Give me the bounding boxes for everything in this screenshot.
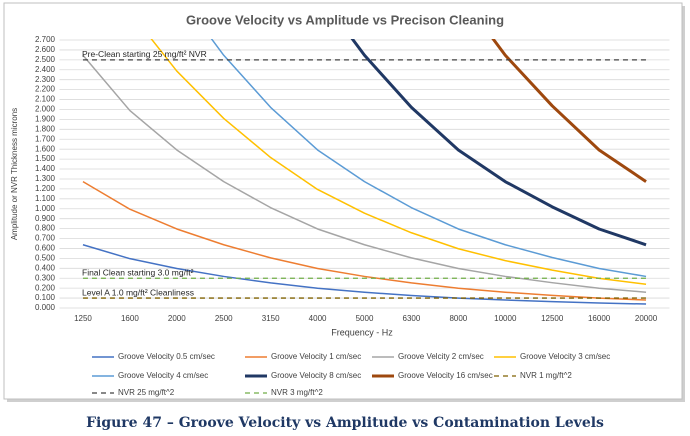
series-line (82, 244, 647, 305)
plot-area (82, 39, 647, 305)
y-tick-label: 2.300 (35, 75, 56, 84)
y-tick-label: 1.200 (35, 184, 56, 193)
legend-label: Groove Velocity 8 cm/sec (271, 371, 361, 380)
y-tick-label: 0.900 (35, 214, 56, 223)
x-tick-label: 3150 (262, 314, 280, 323)
y-tick-label: 1.300 (35, 174, 56, 183)
series-line (350, 39, 647, 247)
annotation: Final Clean starting 3.0 mg/ft² (82, 267, 194, 277)
y-tick-label: 1.900 (35, 115, 56, 124)
x-axis-title: Frequency - Hz (331, 327, 393, 337)
legend-label: NVR 25 mg/ft^2 (118, 388, 175, 397)
series-line (491, 39, 647, 183)
x-tick-label: 5000 (356, 314, 374, 323)
y-tick-label: 2.500 (35, 55, 56, 64)
y-tick-label: 1.700 (35, 134, 56, 143)
y-tick-label: 0.600 (35, 244, 56, 253)
legend-label: NVR 3 mg/ft^2 (271, 388, 323, 397)
y-tick-label: 1.100 (35, 194, 56, 203)
legend-label: Groove Velcity 2 cm/sec (398, 352, 484, 361)
chart-frame (3, 2, 683, 400)
x-tick-label: 12500 (541, 314, 564, 323)
y-tick-label: 1.800 (35, 124, 56, 133)
legend-label: Groove Velocity 4 cm/sec (118, 371, 208, 380)
annotation: Pre-Clean starting 25 mg/ft² NVR (82, 49, 207, 59)
x-tick-label: 10000 (494, 314, 517, 323)
y-tick-label: 0.100 (35, 293, 56, 302)
series-line (82, 54, 647, 293)
y-tick-label: 0.800 (35, 224, 56, 233)
x-tick-label: 6300 (403, 314, 421, 323)
y-tick-label: 0.400 (35, 263, 56, 272)
x-tick-label: 20000 (635, 314, 658, 323)
x-tick-label: 1250 (74, 314, 92, 323)
y-tick-label: 0.700 (35, 234, 56, 243)
chart-title: Groove Velocity vs Amplitude vs Precison… (186, 12, 504, 27)
y-tick-label: 1.600 (35, 144, 56, 153)
y-tick-label: 1.400 (35, 164, 56, 173)
y-tick-label: 2.700 (35, 35, 56, 44)
y-tick-label: 1.000 (35, 204, 56, 213)
x-tick-label: 2000 (168, 314, 186, 323)
x-tick-label: 2500 (215, 314, 233, 323)
series-line (210, 39, 647, 278)
series-line (82, 180, 647, 301)
y-tick-label: 2.200 (35, 85, 56, 94)
y-tick-label: 0.200 (35, 283, 56, 292)
annotation: Level A 1.0 mg/ft² Cleanliness (82, 287, 194, 297)
y-tick-label: 2.100 (35, 95, 56, 104)
legend-label: Groove Velocity 16 cm/sec (398, 371, 493, 380)
legend-label: Groove Velocity 3 cm/sec (520, 352, 610, 361)
y-axis-title: Amplitude or NVR Thickness microns (10, 108, 19, 240)
y-tick-label: 2.600 (35, 45, 56, 54)
y-tick-label: 2.000 (35, 105, 56, 114)
legend-label: NVR 1 mg/ft^2 (520, 371, 572, 380)
x-tick-label: 4000 (309, 314, 327, 323)
legend-label: Groove Velocity 0.5 cm/sec (118, 352, 215, 361)
legend-label: Groove Velocity 1 cm/sec (271, 352, 361, 361)
x-tick-label: 16000 (588, 314, 611, 323)
x-tick-label: 8000 (449, 314, 467, 323)
figure-caption: Figure 47 – Groove Velocity vs Amplitude… (86, 415, 604, 431)
y-tick-label: 0.000 (35, 303, 56, 312)
series-line (150, 39, 647, 286)
x-tick-label: 1600 (121, 314, 139, 323)
y-tick-label: 2.400 (35, 65, 56, 74)
y-tick-label: 0.300 (35, 273, 56, 282)
y-tick-label: 0.500 (35, 253, 56, 262)
y-tick-label: 1.500 (35, 154, 56, 163)
